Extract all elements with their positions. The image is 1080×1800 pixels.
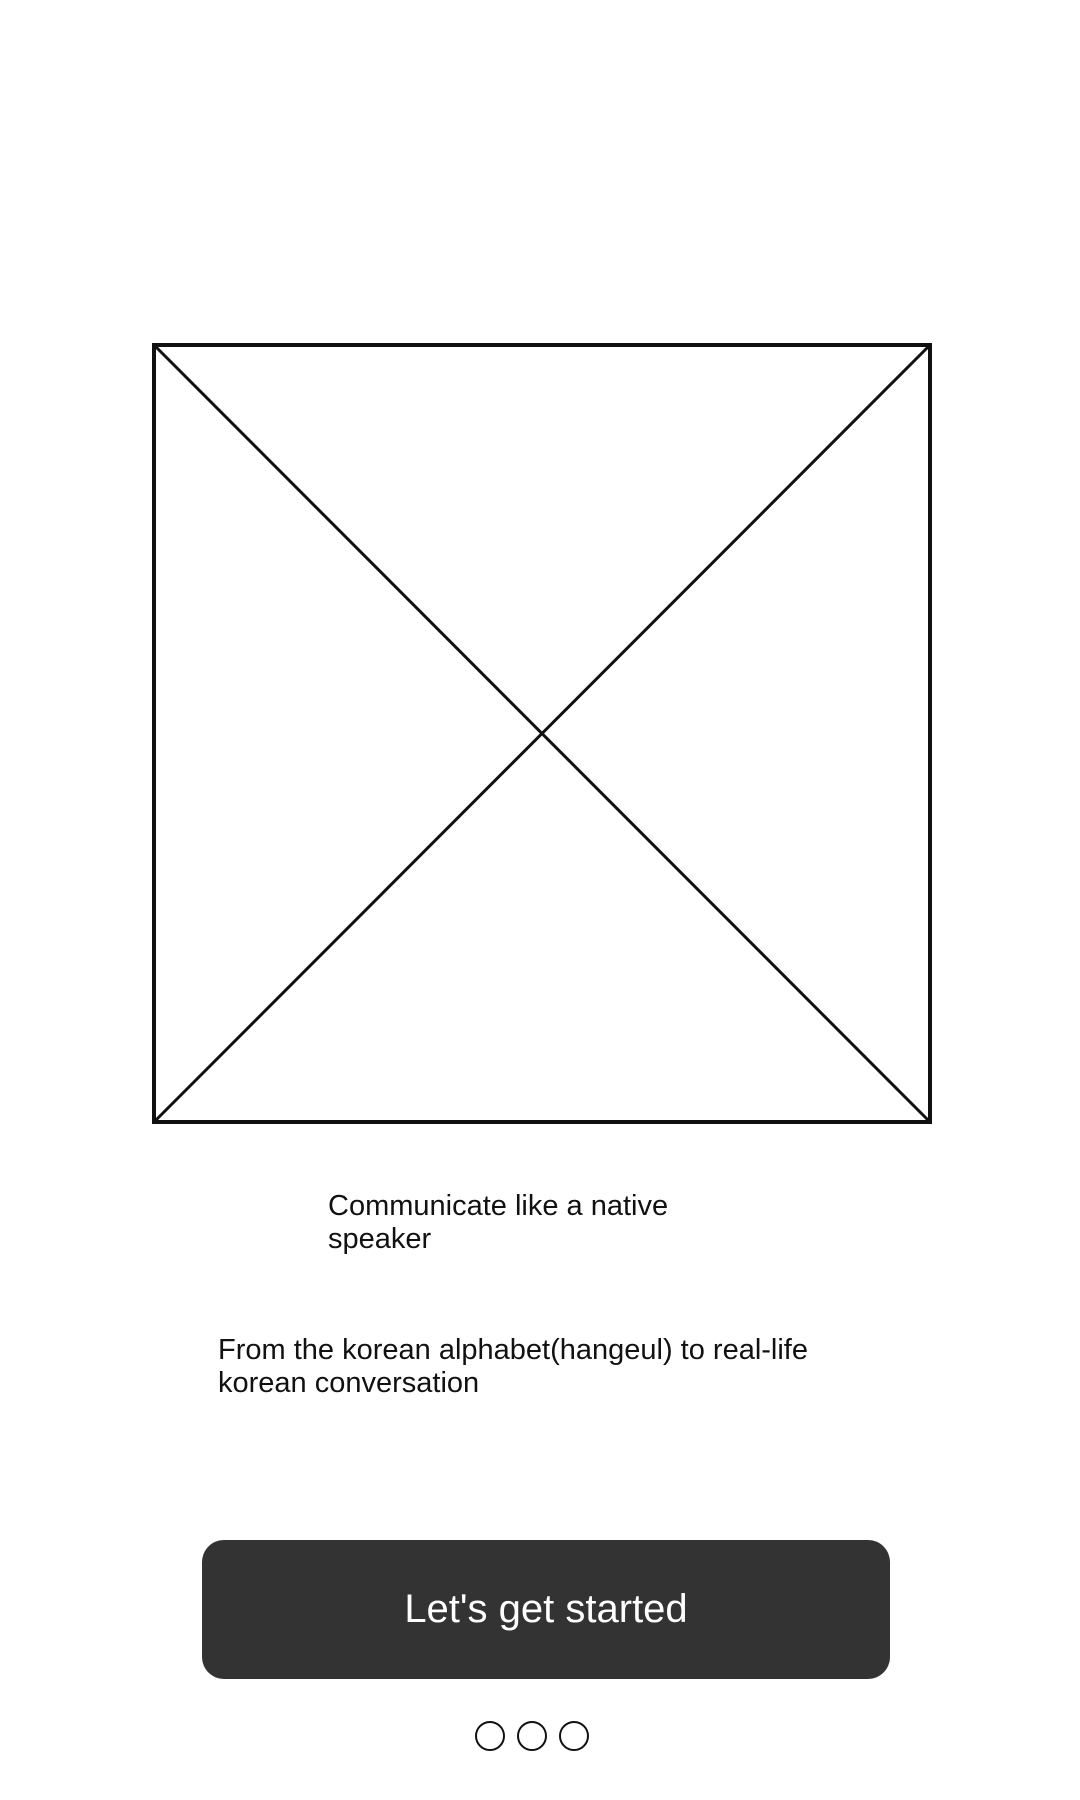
- image-placeholder-icon: [152, 343, 932, 1124]
- page-dot-2[interactable]: [517, 1721, 547, 1751]
- page-dot-1[interactable]: [475, 1721, 505, 1751]
- page-indicator: [475, 1721, 589, 1751]
- subtext: From the korean alphabet(hangeul) to rea…: [218, 1334, 808, 1399]
- get-started-button[interactable]: Let's get started: [202, 1540, 890, 1679]
- page-dot-3[interactable]: [559, 1721, 589, 1751]
- headline-text: Communicate like a native speaker: [328, 1190, 669, 1255]
